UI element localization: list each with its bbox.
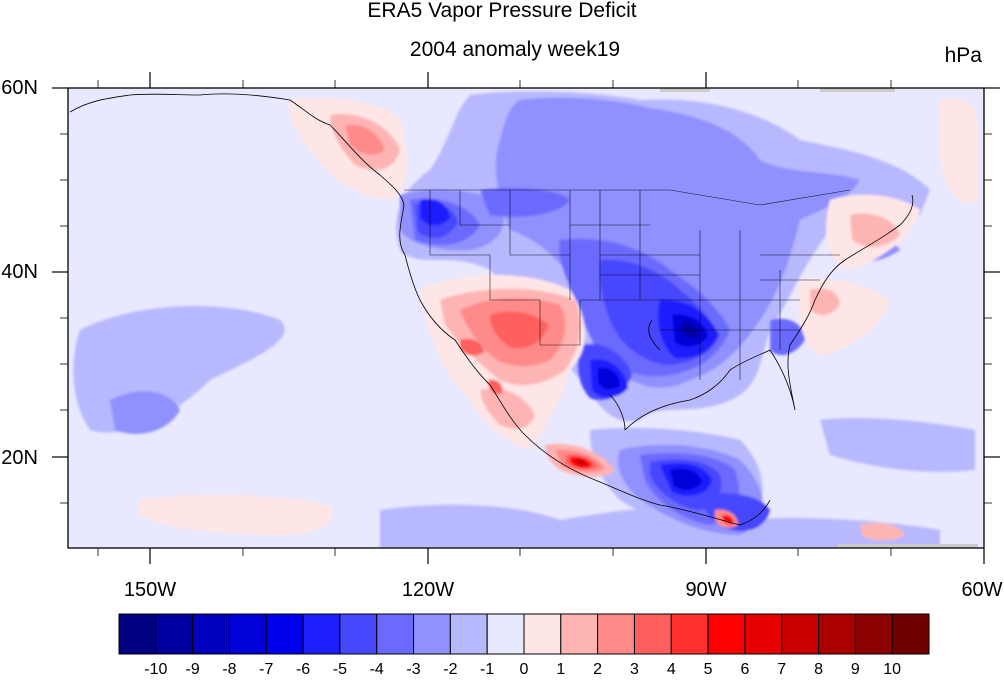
colorbar-swatch <box>891 613 930 655</box>
colorbar-swatch <box>854 613 893 655</box>
colorbar-swatch <box>376 613 415 655</box>
colorbar-swatch <box>118 613 157 655</box>
colorbar-swatch <box>707 613 746 655</box>
lat-label-60n: 60N <box>1 77 38 99</box>
colorbar-tick-label: 2 <box>593 661 603 678</box>
colorbar-swatch <box>339 613 378 655</box>
colorbar-swatch <box>302 613 341 655</box>
missing-data-patches <box>660 88 978 548</box>
colorbar-swatch <box>633 613 672 655</box>
colorbar-swatch <box>155 613 194 655</box>
map-subtitle: 2004 anomaly week19 <box>409 38 621 61</box>
colorbar-swatch <box>523 613 562 655</box>
colorbar-swatch <box>449 613 488 655</box>
colorbar-tick-label: 8 <box>814 661 823 678</box>
lon-label-150w: 150W <box>123 579 177 601</box>
colorbar-swatch <box>228 613 267 655</box>
lon-label-90w: 90W <box>685 579 727 601</box>
colorbar-tick-label: 1 <box>556 661 566 678</box>
axis-ticks <box>52 72 1000 564</box>
colorbar-swatch <box>818 613 856 655</box>
units-label: hPa <box>944 44 982 67</box>
lon-label-120w: 120W <box>401 579 455 601</box>
colorbar-tick-label: -2 <box>443 661 458 678</box>
colorbar-tick-label: -10 <box>144 661 168 678</box>
colorbar-swatch <box>192 613 230 655</box>
colorbar <box>118 613 930 655</box>
colorbar-tick-label: 7 <box>777 661 787 678</box>
colorbar-tick-label: -9 <box>185 661 200 678</box>
colorbar-swatch <box>744 613 783 655</box>
colorbar-tick-label: -1 <box>480 661 495 678</box>
colorbar-tick-label: -5 <box>332 661 348 678</box>
colorbar-tick-label: -8 <box>222 661 237 678</box>
colorbar-tick-label: 9 <box>850 661 860 678</box>
colorbar-tick-label: 0 <box>519 661 529 678</box>
colorbar-tick-label: -6 <box>295 661 311 678</box>
colorbar-swatch <box>670 613 709 655</box>
colorbar-tick-label: -7 <box>259 661 274 678</box>
minor-ticks <box>60 80 992 556</box>
anomaly-field <box>73 91 978 548</box>
colorbar-swatch <box>597 613 635 655</box>
colorbar-tick-label: 5 <box>703 661 713 678</box>
political-borders <box>404 189 851 380</box>
colorbar-swatch <box>486 613 525 655</box>
map-title: ERA5 Vapor Pressure Deficit <box>367 0 637 22</box>
coastlines <box>69 93 914 526</box>
lat-label-40n: 40N <box>1 261 38 283</box>
colorbar-swatch <box>560 613 599 655</box>
lon-label-60w: 60W <box>961 579 1003 601</box>
colorbar-swatch <box>781 613 820 655</box>
colorbar-tick-label: 3 <box>630 661 639 678</box>
colorbar-tick-label: -3 <box>406 661 421 678</box>
lat-label-20n: 20N <box>1 447 38 469</box>
colorbar-tick-label: 4 <box>666 661 676 678</box>
colorbar-tick-label: -4 <box>369 661 384 678</box>
colorbar-tick-label: 10 <box>883 661 902 678</box>
colorbar-tick-label: 6 <box>740 661 750 678</box>
colorbar-swatch <box>265 613 304 655</box>
colorbar-swatch <box>413 613 451 655</box>
